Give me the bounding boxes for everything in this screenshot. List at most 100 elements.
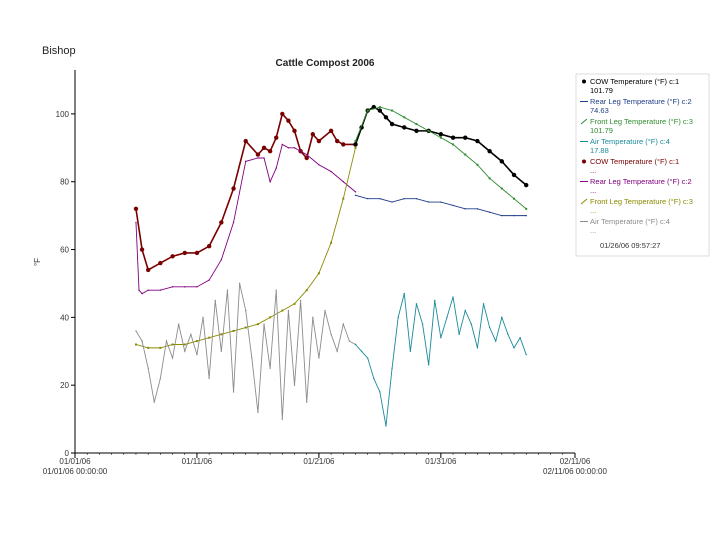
data-point xyxy=(353,142,358,147)
data-point xyxy=(525,353,527,356)
series-line xyxy=(135,143,356,295)
data-point xyxy=(354,343,357,346)
data-point xyxy=(342,197,345,200)
data-point xyxy=(414,128,419,134)
data-point xyxy=(141,340,143,342)
series-line xyxy=(354,106,527,186)
data-point xyxy=(170,254,175,259)
legend-timestamp: 01/26/06 09:57:27 xyxy=(600,241,660,250)
data-point xyxy=(348,340,351,342)
legend-label: Rear Leg Temperature (°F) c:2 xyxy=(590,97,692,106)
data-point xyxy=(525,214,527,217)
data-point xyxy=(133,206,139,212)
data-point xyxy=(488,211,491,213)
data-point xyxy=(274,135,279,140)
data-point xyxy=(159,346,162,349)
data-point xyxy=(269,181,271,183)
data-point xyxy=(171,286,174,288)
data-point xyxy=(452,143,455,146)
data-point xyxy=(354,191,357,193)
data-point xyxy=(450,135,456,140)
data-point xyxy=(196,286,198,288)
data-point xyxy=(299,299,302,302)
data-point xyxy=(507,333,509,336)
data-point xyxy=(306,401,308,403)
data-point xyxy=(342,323,344,325)
data-point xyxy=(310,132,316,137)
data-point xyxy=(446,316,448,319)
y-tick-label: 20 xyxy=(60,381,69,390)
legend-entry: COW Temperature (°F) c:1... xyxy=(582,157,679,175)
data-point xyxy=(403,116,406,119)
data-point xyxy=(513,214,515,217)
data-point xyxy=(286,118,291,123)
series xyxy=(353,104,529,188)
data-point xyxy=(501,316,503,319)
data-point xyxy=(354,146,357,149)
data-point xyxy=(208,377,210,380)
series xyxy=(135,282,357,420)
data-point xyxy=(482,303,485,305)
data-point xyxy=(415,303,418,305)
data-point xyxy=(476,163,479,166)
series-line xyxy=(355,106,527,210)
data-point xyxy=(267,149,273,154)
data-point xyxy=(281,143,284,146)
data-point xyxy=(263,323,265,325)
legend-label: Front Leg Temperature (°F) c:3 xyxy=(590,117,693,126)
data-point xyxy=(281,309,284,312)
data-point xyxy=(171,343,174,346)
data-point xyxy=(214,299,216,302)
data-point xyxy=(312,316,314,319)
data-point xyxy=(153,401,155,403)
y-axis-label: °F xyxy=(33,258,42,266)
data-point xyxy=(379,197,381,200)
data-point xyxy=(328,128,334,134)
data-point xyxy=(208,336,211,339)
data-point xyxy=(500,187,503,190)
data-point xyxy=(377,108,383,113)
x-tick-label-datetime: 01/01/06 00:00:00 xyxy=(43,467,108,476)
data-point xyxy=(135,330,137,332)
data-point xyxy=(220,350,223,352)
series xyxy=(134,146,357,349)
series-line xyxy=(135,112,356,272)
data-point xyxy=(317,272,320,275)
data-point xyxy=(385,425,387,427)
data-point xyxy=(293,147,296,149)
data-point xyxy=(134,343,137,346)
data-point xyxy=(336,350,338,352)
data-point xyxy=(251,357,253,359)
series xyxy=(354,194,527,217)
data-point xyxy=(232,391,235,393)
data-point xyxy=(415,123,418,126)
data-point xyxy=(373,377,375,380)
data-point xyxy=(391,367,393,369)
data-point xyxy=(342,181,344,183)
data-point xyxy=(378,106,381,109)
data-point xyxy=(141,292,143,295)
data-point xyxy=(244,326,247,329)
data-point xyxy=(220,333,223,336)
data-point xyxy=(257,411,259,414)
data-point xyxy=(360,350,363,352)
data-point xyxy=(159,289,162,291)
data-point xyxy=(292,128,297,134)
data-point xyxy=(305,289,308,292)
data-point xyxy=(269,316,272,319)
x-tick-label-datetime: 02/11/06 00:00:00 xyxy=(543,467,607,476)
data-point xyxy=(190,333,192,336)
y-tick-label: 40 xyxy=(60,313,69,322)
legend-marker xyxy=(582,79,586,84)
data-point xyxy=(487,149,492,154)
data-point xyxy=(354,194,357,196)
data-point xyxy=(269,367,271,369)
legend-entry: Air Temperature (°F) c:417.88 xyxy=(580,137,670,155)
data-point xyxy=(245,309,247,312)
data-point xyxy=(183,343,186,346)
data-point xyxy=(306,153,308,156)
data-point xyxy=(281,418,284,420)
legend-box xyxy=(575,73,710,257)
